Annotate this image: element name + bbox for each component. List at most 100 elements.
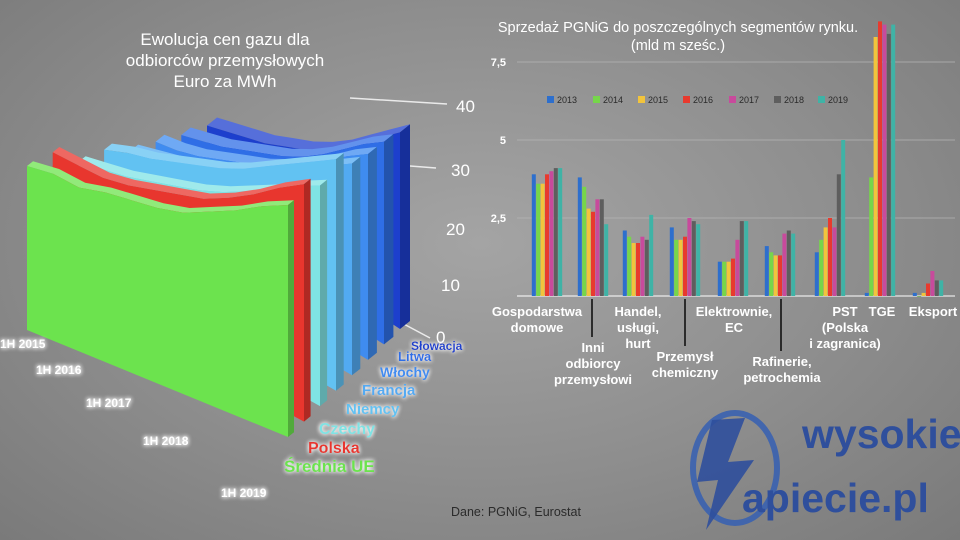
bar-2014-4: [674, 239, 679, 296]
bar-2017-8: [882, 24, 887, 296]
series-label-5: Francja: [362, 382, 416, 399]
category-label: TGE: [869, 304, 896, 319]
z-axis-tick: 0: [436, 328, 445, 347]
bar-2019-7: [841, 140, 846, 296]
ribbon-end-2: [304, 178, 311, 422]
bar-2014-7: [819, 239, 824, 296]
bar-2019-6: [791, 233, 796, 296]
chart-title-line: Euro za MWh: [174, 72, 277, 91]
logo-bolt-icon: [697, 418, 754, 530]
bar-2015-7: [823, 227, 828, 296]
period-label: 1H 2016: [36, 363, 82, 377]
ribbon-1: [27, 166, 288, 437]
legend-label-2017: 2017: [739, 95, 759, 105]
legend-swatch-2016: [683, 96, 690, 103]
bar-2016-5: [731, 258, 735, 296]
chart-title-line: Ewolucja cen gazu dla: [140, 30, 310, 49]
bar-2013-8: [864, 292, 869, 296]
category-label: EC: [725, 320, 744, 335]
bar-2016-6: [778, 255, 782, 296]
logo-line1: wysokie: [801, 411, 960, 457]
bar-2017-4: [687, 218, 692, 296]
category-label: Elektrownie,: [696, 304, 773, 319]
bar-2018-4: [691, 221, 696, 296]
z-axis-tick: 10: [441, 276, 460, 295]
period-label: 1H 2019: [221, 486, 267, 500]
y-axis-tick: 2,5: [491, 213, 506, 225]
bar-2017-9: [930, 271, 935, 296]
bar-2015-4: [678, 239, 683, 296]
bar-2016-2: [591, 211, 595, 296]
category-label: hurt: [625, 336, 651, 351]
ribbon-top-2: [52, 147, 311, 199]
bar-2019-4: [696, 224, 701, 296]
ribbon-top-7: [181, 127, 394, 157]
source-note: Dane: PGNiG, Eurostat: [451, 505, 581, 519]
z-axis-tick: 40: [456, 97, 475, 116]
bar-2019-3: [649, 214, 654, 296]
category-label: (Polska: [822, 320, 869, 335]
bar-2019-9: [939, 280, 944, 296]
bar-2019-1: [558, 168, 563, 296]
bar-2015-5: [726, 261, 731, 296]
bar-2013-6: [764, 246, 769, 296]
bar-2015-3: [631, 243, 636, 296]
bar-2017-6: [782, 233, 787, 296]
series-label-6: Włochy: [380, 364, 430, 380]
category-label: domowe: [511, 320, 564, 335]
bar-2013-3: [622, 230, 627, 296]
bar-2018-6: [786, 230, 791, 296]
bar-2019-5: [744, 221, 749, 296]
legend-swatch-2019: [818, 96, 825, 103]
bar-2014-6: [769, 252, 774, 296]
ribbon-top-1: [27, 161, 294, 213]
bar-2017-5: [735, 239, 740, 296]
period-label: 1H 2015: [0, 337, 46, 351]
category-label: Przemysł: [656, 349, 713, 364]
bar-2015-2: [586, 208, 591, 296]
bar-2018-7: [836, 174, 841, 296]
ribbon-top-4: [104, 143, 344, 169]
z-axis-tick: 20: [446, 220, 465, 239]
chart-title-line: odbiorców przemysłowych: [126, 51, 324, 70]
ribbon-end-1: [288, 200, 294, 437]
ribbon-end-5: [352, 156, 361, 376]
bar-2016-9: [926, 283, 930, 296]
legend-swatch-2014: [593, 96, 600, 103]
bar-2014-8: [869, 177, 874, 296]
bar-2018-5: [739, 221, 744, 296]
bar-2013-9: [912, 292, 917, 296]
series-label-3: Czechy: [319, 421, 375, 438]
category-label: usługi,: [617, 320, 659, 335]
bar-2015-6: [773, 255, 778, 296]
bar-2018-9: [934, 280, 939, 296]
bar-2016-3: [636, 243, 640, 296]
period-label: 1H 2017: [86, 396, 132, 410]
series-label-2: Polska: [308, 440, 360, 457]
legend-label-2013: 2013: [557, 95, 577, 105]
bar-2016-1: [545, 174, 549, 296]
category-label: odbiorcy: [566, 356, 622, 371]
ribbon-end-4: [336, 153, 344, 391]
legend-swatch-2013: [547, 96, 554, 103]
ribbon-end-6: [368, 146, 377, 360]
bar-2015-1: [540, 183, 545, 296]
logo-line2: apiecie.pl: [742, 475, 929, 521]
bar-2013-1: [531, 174, 536, 296]
bar-2015-9: [921, 292, 926, 296]
bar-2013-7: [814, 252, 819, 296]
category-label: chemiczny: [652, 365, 719, 380]
bar-chart-subtitle: (mld m sześc.): [631, 38, 725, 54]
bar-2013-2: [577, 177, 582, 296]
bar-2017-3: [640, 236, 645, 296]
legend-label-2016: 2016: [693, 95, 713, 105]
logo-ring: [690, 410, 780, 526]
series-label-1: Średnia UE: [284, 457, 375, 476]
bar-2016-8: [878, 21, 882, 297]
bar-2013-5: [717, 261, 722, 296]
legend-label-2018: 2018: [784, 95, 804, 105]
legend-swatch-2015: [638, 96, 645, 103]
bar-2017-7: [832, 227, 837, 296]
